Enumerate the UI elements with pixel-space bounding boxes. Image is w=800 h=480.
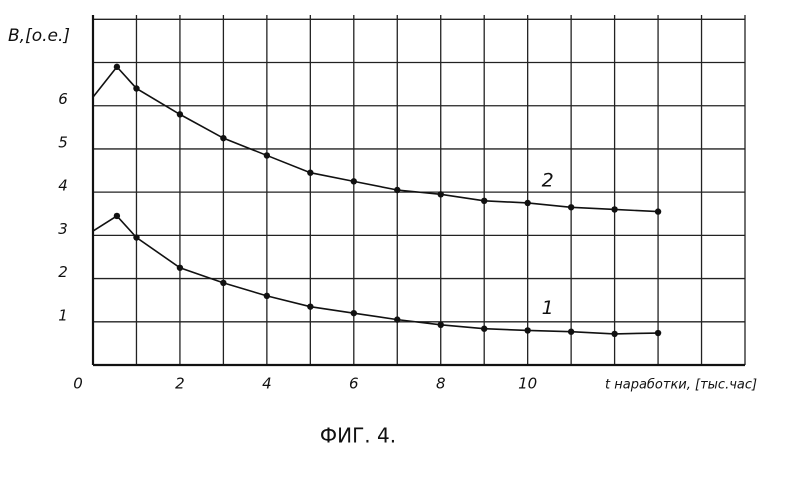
data-point <box>177 111 183 117</box>
data-point <box>481 326 487 332</box>
series-label: 1 <box>542 297 554 319</box>
data-point <box>114 64 120 70</box>
data-point <box>351 178 357 184</box>
data-point <box>307 303 313 309</box>
data-point <box>611 206 617 212</box>
data-point <box>133 234 139 240</box>
x-tick-label: 4 <box>262 375 272 393</box>
figure-caption: ФИГ. 4. <box>320 424 396 448</box>
data-point <box>394 316 400 322</box>
data-point <box>307 170 313 176</box>
data-point <box>264 293 270 299</box>
y-tick-label: 6 <box>58 90 68 108</box>
data-point <box>438 191 444 197</box>
x-tick-label: 10 <box>518 375 537 393</box>
chart: B,[o.e.] t наработки, [тыс.час] ФИГ. 4. … <box>0 0 800 480</box>
data-point <box>524 200 530 206</box>
y-tick-label: 5 <box>58 133 68 151</box>
series-line <box>93 216 658 334</box>
series-line <box>93 67 658 212</box>
y-tick-label: 2 <box>58 263 68 281</box>
x-tick-label: 6 <box>349 375 359 393</box>
data-point <box>114 213 120 219</box>
y-tick-label: 4 <box>58 177 68 195</box>
data-point <box>611 331 617 337</box>
x-tick-label: 8 <box>436 375 446 393</box>
x-axis-label: t наработки, [тыс.час] <box>605 378 757 393</box>
y-tick-label: 1 <box>58 306 68 324</box>
data-point <box>524 327 530 333</box>
data-point <box>220 280 226 286</box>
data-point <box>655 208 661 214</box>
data-point <box>264 152 270 158</box>
data-point <box>481 198 487 204</box>
data-point <box>438 322 444 328</box>
y-tick-label: 3 <box>58 220 68 238</box>
series-label: 2 <box>542 169 554 191</box>
data-point <box>220 135 226 141</box>
data-point <box>568 204 574 210</box>
data-point <box>177 265 183 271</box>
y-axis-label: B,[o.e.] <box>8 26 70 46</box>
data-point <box>394 187 400 193</box>
data-point <box>655 330 661 336</box>
data-point <box>133 85 139 91</box>
x-tick-label: 2 <box>175 375 185 393</box>
x-tick-label: 0 <box>73 375 83 393</box>
data-point <box>351 310 357 316</box>
data-point <box>568 329 574 335</box>
